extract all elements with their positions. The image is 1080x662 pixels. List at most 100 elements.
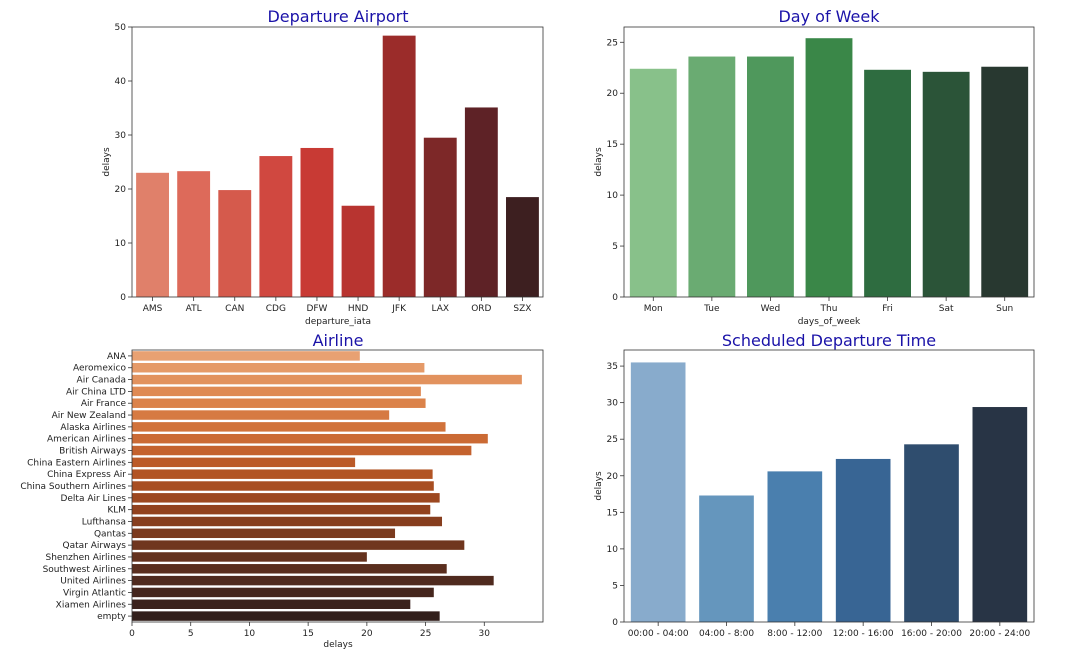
bar [132,516,443,527]
x-tick-label: 0 [129,629,135,639]
x-axis-label: days_of_week [798,317,861,327]
bar [922,71,970,297]
y-tick-label: Qantas [94,529,126,539]
bar [136,172,169,297]
y-axis-label: delays [102,147,112,177]
y-tick-label: Delta Air Lines [60,494,126,504]
y-tick-label: Air Canada [77,376,126,386]
bar [132,445,472,456]
bar [835,458,891,622]
y-tick-label: KLM [107,506,126,516]
y-tick-label: 20 [607,472,619,482]
chart-title: Scheduled Departure Time [722,331,936,350]
y-tick-label: 40 [115,77,127,87]
x-tick-label: ATL [186,304,202,314]
bar [506,197,539,297]
x-tick-label: Fri [882,304,893,314]
x-tick-label: JFK [391,304,407,314]
y-tick-label: 25 [607,38,618,48]
bar [132,363,425,373]
plot-frame [623,349,1035,623]
bar [132,599,411,609]
plot-frame [131,349,544,623]
bar [132,422,446,432]
bar [132,410,390,420]
x-tick-label: CDG [266,304,286,314]
y-tick-label: United Airlines [60,577,126,587]
y-tick-label: 5 [612,242,618,252]
bar [177,171,211,297]
bar [747,56,794,298]
y-tick-label: 20 [115,185,127,195]
bar [423,137,457,297]
bar [464,107,498,298]
bar [981,66,1029,298]
y-tick-label: China Express Air [47,470,126,480]
y-tick-label: Southwest Airlines [43,565,127,575]
bar [132,433,488,444]
x-tick-label: Tue [703,304,720,314]
plot-frame [623,26,1035,298]
x-tick-label: 15 [302,629,313,639]
y-tick-label: 25 [607,435,618,445]
bar [300,147,334,297]
y-tick-label: Air France [81,399,127,409]
x-tick-label: 25 [420,629,431,639]
chart-scheduled-departure-time: Scheduled Departure Time 00:00 - 04:00 04… [594,331,1035,639]
bar [132,469,433,479]
y-tick-label: Xiamen Airlines [56,600,127,610]
y-tick-label: China Eastern Airlines [27,458,126,468]
bar [132,481,434,491]
y-tick-label: China Southern Airlines [20,482,126,492]
y-tick-label: 0 [612,618,618,628]
bar [630,362,686,622]
bar [132,374,522,385]
x-tick-label: Sun [996,304,1013,314]
x-tick-label: Thu [820,304,838,314]
y-tick-label: Lufthansa [82,517,126,527]
bar [805,38,853,297]
bar [341,205,375,297]
bar [688,56,736,298]
y-tick-label: 20 [607,89,619,99]
bar [132,575,494,586]
y-tick-label: 50 [115,23,127,33]
x-axis-label: delays [323,640,353,650]
y-tick-label: Virgin Atlantic [63,588,126,598]
bar [132,564,447,574]
bar [767,471,823,622]
y-tick-label: 0 [612,293,618,303]
x-tick-label: 04:00 - 8:00 [699,629,754,639]
y-axis-label: delays [594,471,604,501]
bar [904,444,959,622]
y-tick-label: 30 [607,399,619,409]
y-tick-label: ANA [107,352,127,362]
chart-title: Day of Week [778,7,880,26]
x-tick-label: 30 [479,629,491,639]
bar [699,495,754,622]
y-axis-label: delays [594,147,604,177]
bar [132,504,431,515]
chart-title: Departure Airport [267,7,408,26]
x-tick-label: 8:00 - 12:00 [767,629,822,639]
y-tick-label: 0 [120,293,126,303]
y-tick-label: 10 [115,239,127,249]
y-tick-label: empty [97,612,127,622]
x-tick-label: LAX [431,304,449,314]
plot-frame [131,26,544,298]
x-tick-label: 10 [244,629,256,639]
bar [132,528,396,539]
x-tick-label: ORD [471,304,491,314]
y-tick-label: American Airlines [47,435,126,445]
x-tick-label: HND [348,304,369,314]
y-tick-label: British Airways [59,447,126,457]
y-tick-label: 15 [607,508,618,518]
x-tick-label: 12:00 - 16:00 [833,629,894,639]
y-tick-label: 30 [115,131,127,141]
x-axis-label: departure_iata [305,317,371,327]
bar [259,156,293,297]
bar [132,351,360,361]
y-tick-label: 5 [612,581,618,591]
bar [132,386,421,397]
